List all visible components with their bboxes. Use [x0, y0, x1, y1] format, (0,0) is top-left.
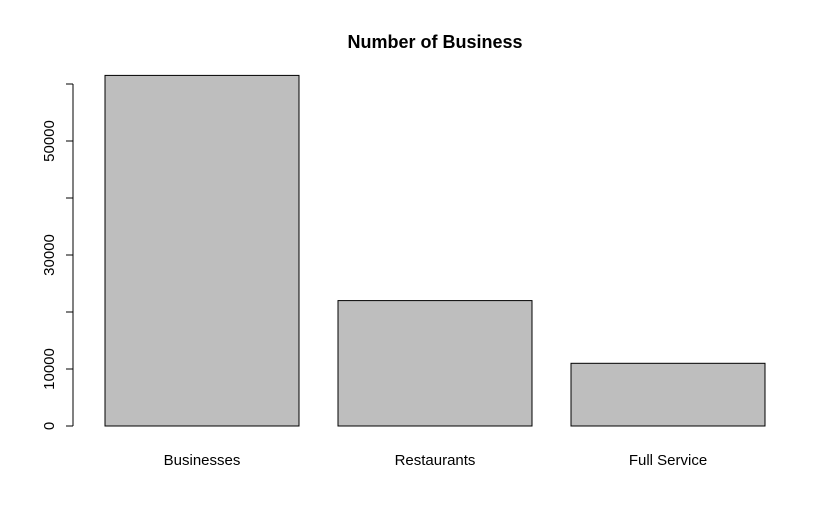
y-tick-label: 10000	[41, 348, 58, 390]
category-labels: Businesses Restaurants Full Service	[164, 452, 708, 469]
bars-layer	[104, 74, 766, 427]
x-category-label: Full Service	[629, 452, 707, 469]
chart-title: Number of Business	[347, 32, 522, 52]
y-axis: 0 10000 30000 50000	[41, 83, 74, 430]
y-tick-label: 30000	[41, 234, 58, 276]
bar-full-service	[570, 362, 766, 427]
bar-restaurants	[337, 300, 533, 427]
x-category-label: Businesses	[164, 452, 241, 469]
y-tick-label: 0	[41, 422, 58, 430]
bar-businesses	[104, 74, 300, 427]
y-tick-label: 50000	[41, 120, 58, 162]
x-category-label: Restaurants	[395, 452, 476, 469]
